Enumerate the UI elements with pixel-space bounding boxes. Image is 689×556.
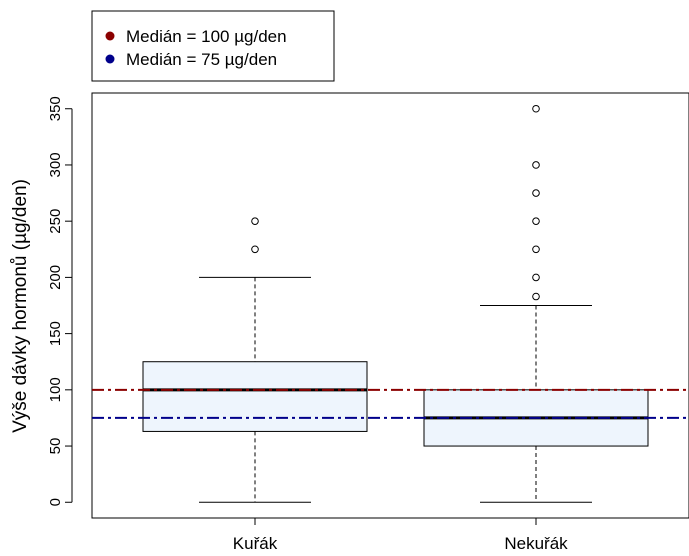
y-tick-label: 100 [47, 377, 64, 402]
outlier-point [532, 104, 540, 113]
y-axis: 0 50 100 150 200 250 300 350 [47, 96, 73, 506]
y-tick-label: 0 [47, 498, 64, 506]
box-group [423, 104, 649, 503]
outlier-point [532, 273, 540, 282]
outlier-point [532, 217, 540, 225]
legend-marker-icon [105, 54, 115, 64]
outlier-point [251, 245, 259, 254]
y-tick-label: 150 [47, 321, 64, 346]
outlier-point [532, 161, 540, 169]
y-tick-label: 350 [47, 96, 64, 121]
outlier-point [532, 189, 540, 197]
legend-label: Medián = 75 µg/den [126, 50, 277, 69]
x-axis: Kuřák Nekuřák [233, 517, 568, 553]
legend-frame [91, 10, 335, 82]
y-tick-label: 50 [47, 438, 64, 455]
x-tick-label: Kuřák [233, 534, 278, 553]
y-tick-label: 300 [47, 152, 64, 177]
outlier-point [251, 217, 259, 225]
legend-label: Medián = 100 µg/den [126, 27, 287, 46]
legend-marker-icon [105, 31, 115, 41]
outlier-point [532, 245, 540, 254]
y-tick-label: 200 [47, 265, 64, 290]
box-iqr [142, 361, 368, 432]
y-tick-label: 250 [47, 209, 64, 234]
outlier-point [532, 292, 540, 301]
box-group [142, 217, 368, 503]
legend: Medián = 100 µg/den Medián = 75 µg/den [91, 10, 335, 82]
y-axis-label: Výše dávky hormonů (µg/den) [10, 179, 31, 433]
plot-area [92, 104, 689, 503]
x-tick-label: Nekuřák [504, 534, 568, 553]
plot-frame [91, 92, 689, 519]
